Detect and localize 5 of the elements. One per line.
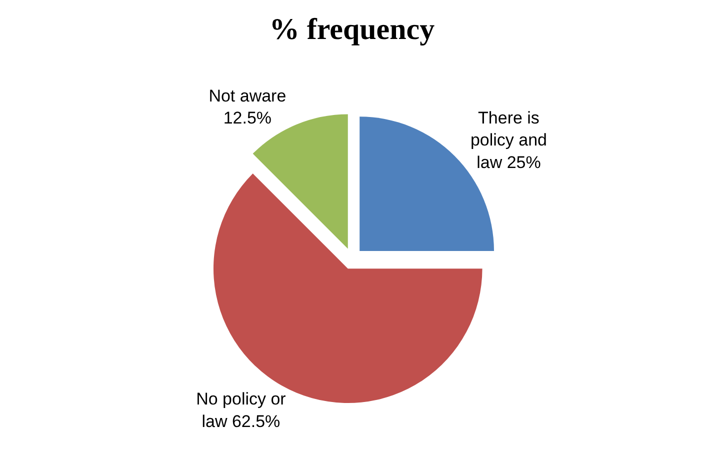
slice-label: No policy or law 62.5% <box>196 390 286 431</box>
slice-label: Not aware <box>208 86 286 106</box>
chart-title: % frequency <box>269 13 435 46</box>
data-label: 12.5% <box>223 108 272 128</box>
slice-label: There is policy and law 25% <box>470 108 548 172</box>
